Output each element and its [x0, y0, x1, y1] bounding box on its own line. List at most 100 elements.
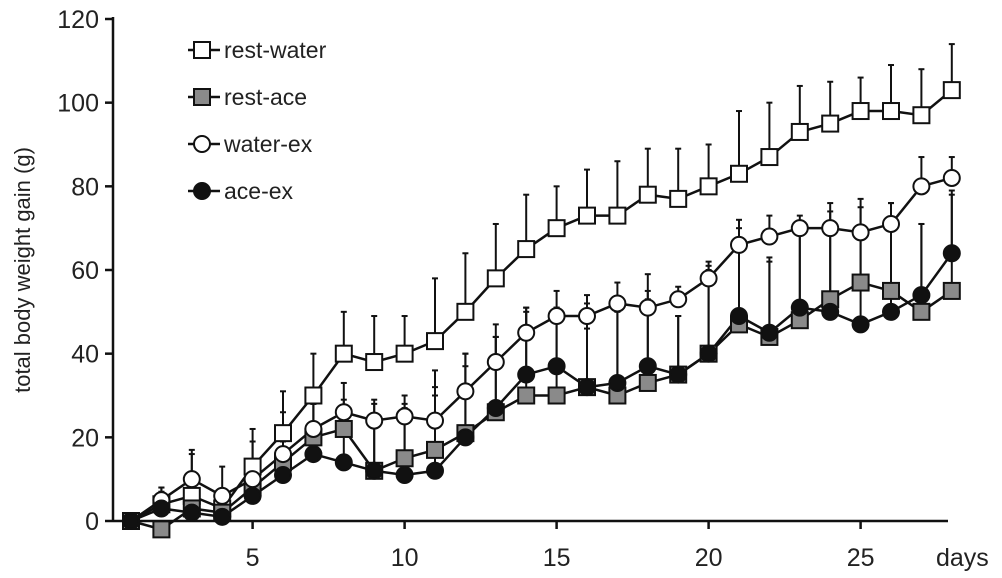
legend-label-water-ex: water-ex — [223, 131, 313, 157]
data-point — [243, 470, 262, 489]
data-point — [122, 512, 140, 530]
data-point — [638, 373, 657, 392]
data-point — [730, 164, 748, 183]
data-point — [547, 386, 566, 405]
data-point — [578, 378, 596, 397]
legend: rest-water rest-ace water-ex ace-ex — [188, 37, 327, 204]
x-axis-title: days — [936, 544, 989, 572]
data-point — [547, 357, 566, 376]
y-tick-label: 40 — [71, 341, 99, 369]
data-point — [669, 365, 688, 384]
data-point — [669, 189, 688, 208]
data-point — [821, 302, 840, 321]
data-point — [395, 449, 414, 468]
series-markers — [122, 81, 961, 539]
data-point — [304, 386, 323, 405]
data-point — [942, 81, 961, 100]
data-point — [760, 148, 779, 167]
y-tick-label: 80 — [71, 173, 99, 201]
y-tick-label: 120 — [57, 6, 99, 34]
data-point — [699, 344, 718, 363]
x-tick-label: 20 — [695, 544, 723, 572]
legend-label-ace-ex: ace-ex — [224, 178, 294, 204]
data-point — [912, 302, 931, 321]
data-point — [608, 206, 627, 225]
y-tick-label: 0 — [85, 508, 99, 536]
y-axis-title: total body weight gain (g) — [10, 147, 35, 393]
data-point — [851, 102, 870, 121]
data-point — [365, 461, 384, 480]
legend-marker-rest-water — [193, 41, 211, 59]
x-tick-label: 10 — [391, 544, 419, 572]
data-point — [912, 286, 931, 305]
data-point — [851, 315, 870, 334]
data-point — [669, 290, 688, 309]
data-point — [517, 240, 536, 259]
data-point — [912, 106, 931, 125]
data-point — [638, 357, 657, 376]
y-tick-label: 100 — [57, 90, 99, 118]
data-point — [517, 386, 536, 405]
x-tick-label: 25 — [847, 544, 875, 572]
data-point — [578, 307, 596, 326]
data-point — [517, 323, 536, 342]
data-point — [486, 399, 505, 418]
data-point — [426, 411, 444, 430]
data-point — [638, 185, 657, 204]
data-point — [426, 440, 444, 459]
x-tick-label: 5 — [246, 544, 260, 572]
data-point — [821, 114, 840, 133]
data-point — [638, 298, 657, 317]
legend-marker-water-ex — [193, 135, 211, 153]
data-point — [334, 403, 353, 422]
data-point — [334, 344, 353, 363]
data-point — [851, 223, 870, 242]
data-point — [274, 424, 292, 443]
series-lines — [130, 89, 953, 531]
data-point — [790, 219, 809, 238]
data-point — [334, 419, 353, 438]
data-point — [152, 499, 171, 518]
data-point — [182, 470, 201, 489]
data-point — [730, 307, 748, 326]
data-point — [395, 465, 414, 484]
legend-label-rest-ace: rest-ace — [224, 84, 307, 110]
series-line-rest-water — [130, 89, 953, 523]
legend-label-rest-water: rest-water — [224, 37, 327, 63]
data-point — [912, 177, 931, 196]
data-point — [821, 219, 840, 238]
data-point — [213, 507, 232, 526]
data-point — [578, 206, 596, 225]
data-point — [730, 235, 748, 254]
data-point — [760, 323, 779, 342]
data-point — [790, 298, 809, 317]
data-point — [760, 227, 779, 246]
data-point — [882, 214, 900, 233]
data-point — [274, 445, 292, 464]
y-tick-label: 20 — [71, 424, 99, 452]
data-point — [882, 302, 900, 321]
data-point — [243, 486, 262, 505]
data-point — [304, 445, 323, 464]
data-point — [882, 102, 900, 121]
data-point — [213, 486, 232, 505]
data-point — [608, 294, 627, 313]
data-point — [942, 244, 961, 263]
data-point — [882, 281, 900, 300]
y-tick-label: 60 — [71, 257, 99, 285]
data-point — [426, 461, 444, 480]
data-point — [456, 382, 475, 401]
data-point — [274, 465, 292, 484]
data-point — [608, 373, 627, 392]
data-point — [790, 122, 809, 141]
series-line-water-ex — [130, 176, 953, 523]
data-point — [699, 177, 718, 196]
data-point — [942, 168, 961, 187]
data-point — [851, 273, 870, 292]
data-point — [486, 353, 505, 372]
data-point — [304, 419, 323, 438]
data-point — [517, 365, 536, 384]
data-point — [486, 269, 505, 288]
data-point — [334, 453, 353, 472]
